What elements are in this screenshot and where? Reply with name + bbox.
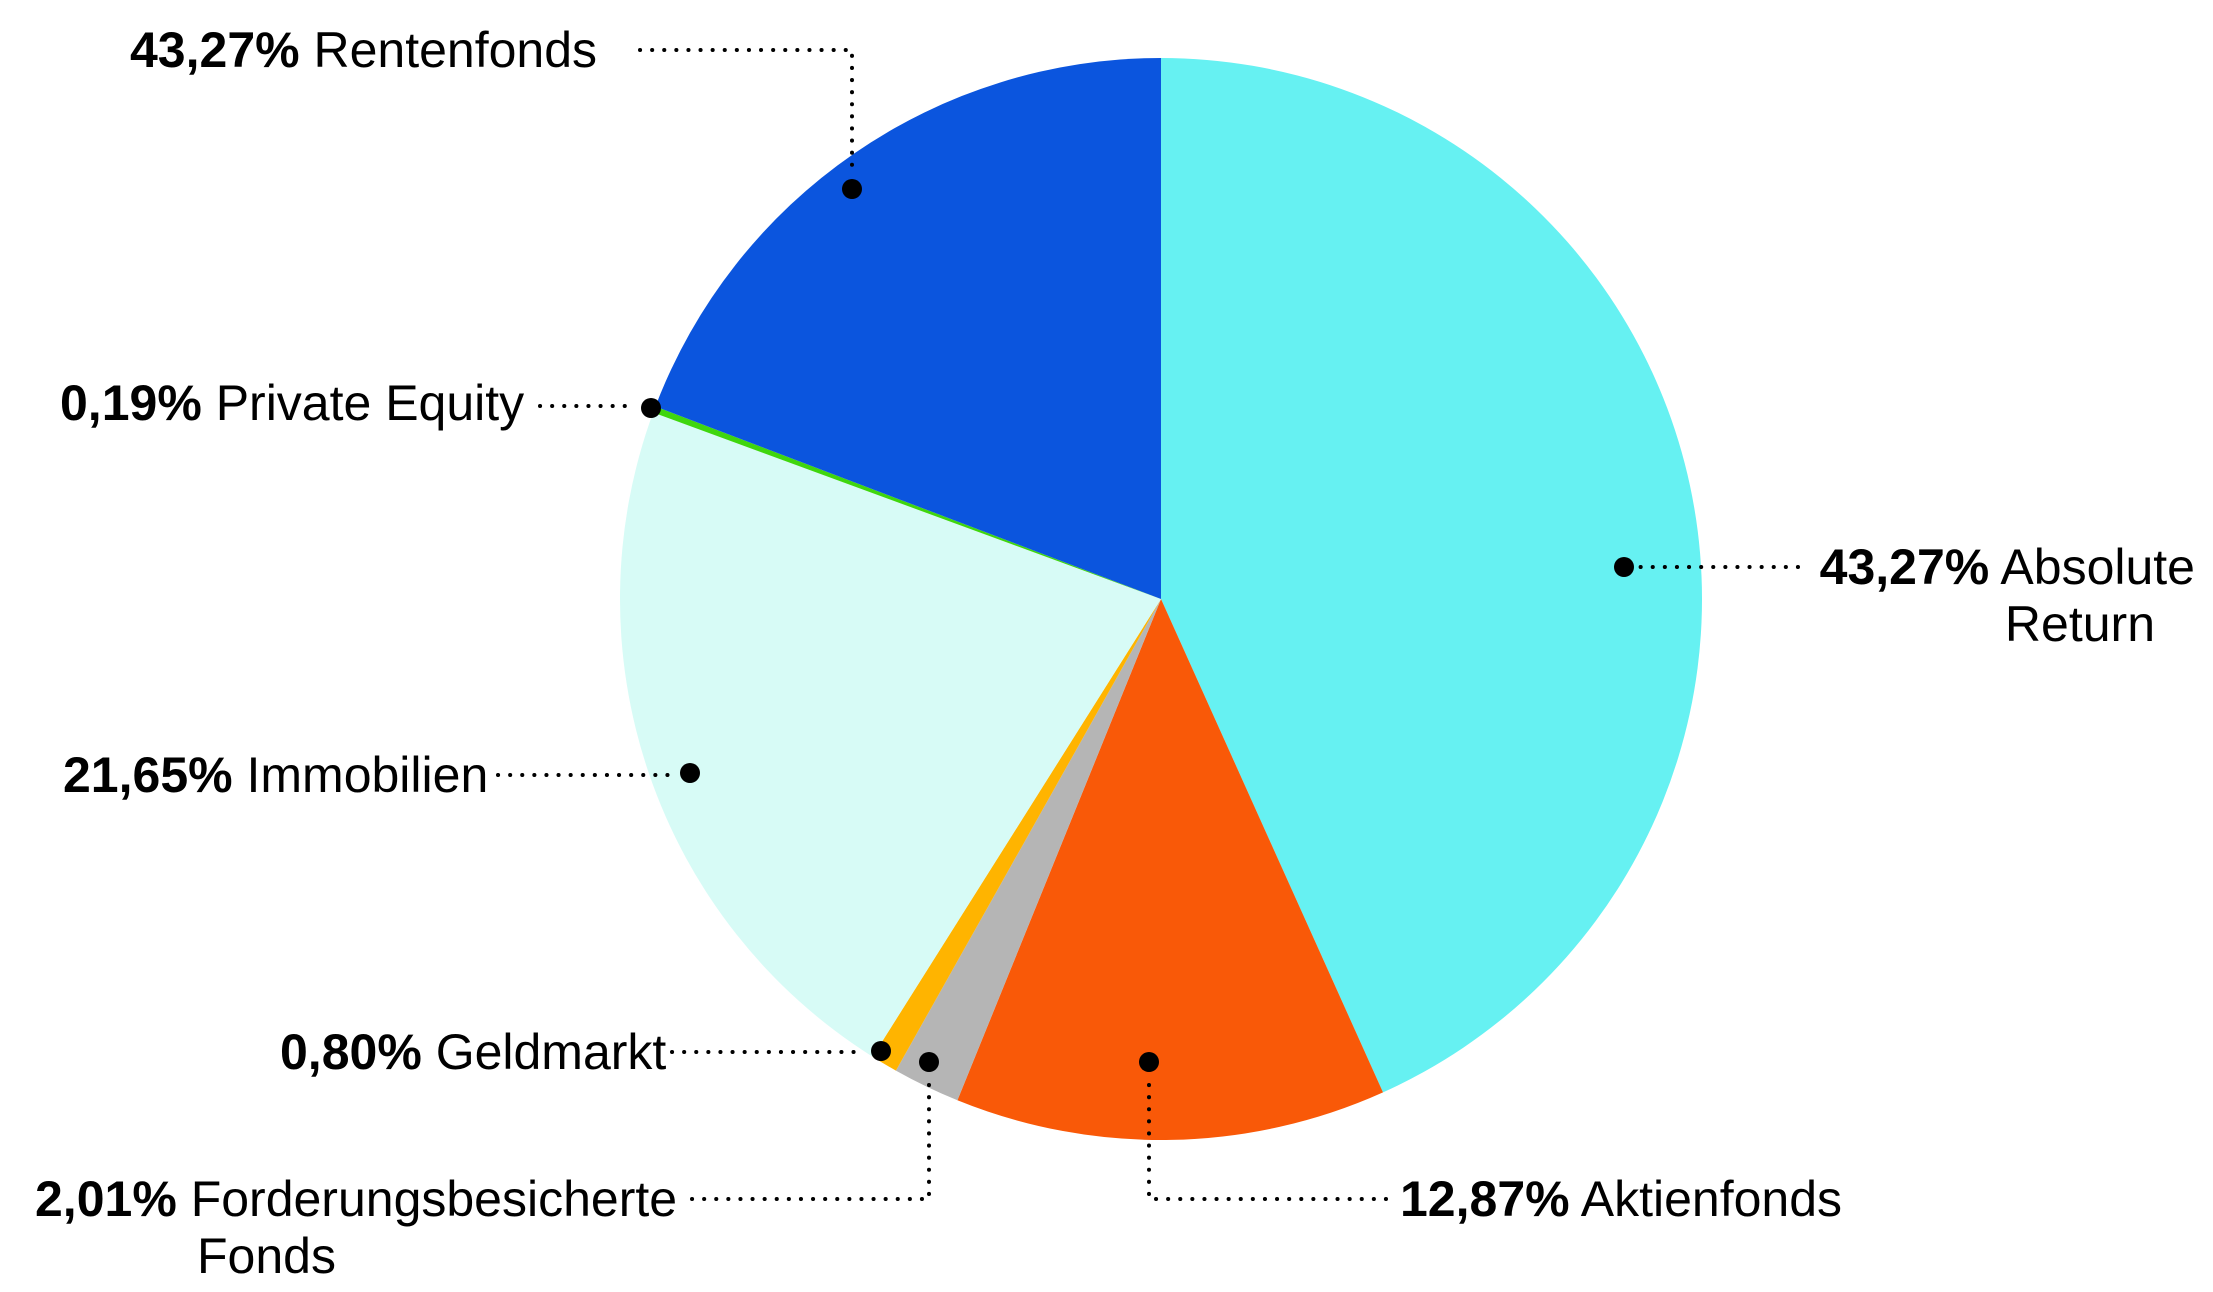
leader-rentenfonds (638, 48, 854, 178)
pie-slice-geldmarkt (872, 599, 1161, 1071)
label-geldmarkt-pct: 0,80% (280, 1024, 422, 1080)
label-absolute-return-pct: 43,27% (1819, 539, 1990, 595)
marker-aktienfonds (1139, 1052, 1159, 1072)
pie-slice-rentenfonds (655, 58, 1161, 599)
pie-slice-private-equity (653, 406, 1161, 599)
marker-immobilien (680, 763, 700, 783)
label-private-equity-pct: 0,19% (60, 375, 202, 431)
label-absolute-return-line1: 43,27% Absolute (1820, 539, 2195, 596)
label-aktienfonds-pct: 12,87% (1400, 1171, 1570, 1227)
label-rentenfonds-name: Rentenfonds (313, 22, 598, 78)
pie-slice-immobilien (619, 412, 1161, 1057)
label-geldmarkt-name: Geldmarkt (435, 1024, 667, 1080)
marker-geldmarkt (871, 1041, 891, 1061)
label-absolute-return-line2: Return (2004, 596, 2155, 652)
label-absolute-return: 43,27% Absolute Return (1820, 539, 2195, 653)
label-immobilien-pct: 21,65% (63, 747, 233, 803)
label-forderungsbesicherte-pct: 2,01% (35, 1171, 177, 1227)
label-absolute-return-name: Absolute (2000, 539, 2195, 595)
label-forderungsbesicherte-line1: 2,01% Forderungsbesicherte (35, 1171, 677, 1228)
marker-forderungsbesicherte-fonds (919, 1052, 939, 1072)
label-private-equity-name: Private Equity (215, 375, 525, 431)
label-rentenfonds: 43,27% Rentenfonds (130, 22, 597, 79)
pie-slice-forderungsbesicherte-fonds (895, 599, 1161, 1101)
pie-slice-aktienfonds (957, 599, 1384, 1141)
leader-forderungsbesicherte-fonds (690, 1076, 931, 1201)
marker-private-equity (641, 398, 661, 418)
pie-slices (619, 58, 1703, 1141)
label-geldmarkt: 0,80% Geldmarkt (280, 1024, 666, 1081)
label-forderungsbesicherte-name: Forderungsbesicherte (190, 1171, 678, 1227)
label-aktienfonds: 12,87% Aktienfonds (1400, 1171, 1842, 1228)
label-private-equity: 0,19% Private Equity (60, 375, 524, 432)
marker-rentenfonds (842, 179, 862, 199)
label-aktienfonds-name: Aktienfonds (1580, 1171, 1843, 1227)
marker-absolute-return (1614, 557, 1634, 577)
pie-slice-absolute-return (1161, 58, 1703, 1093)
label-rentenfonds-pct: 43,27% (130, 22, 300, 78)
label-immobilien: 21,65% Immobilien (63, 747, 488, 804)
label-immobilien-name: Immobilien (246, 747, 489, 803)
label-forderungsbesicherte-line2: Fonds (197, 1228, 336, 1284)
leader-lines (496, 48, 1800, 1201)
label-forderungsbesicherte-fonds: 2,01% Forderungsbesicherte Fonds (35, 1171, 677, 1285)
